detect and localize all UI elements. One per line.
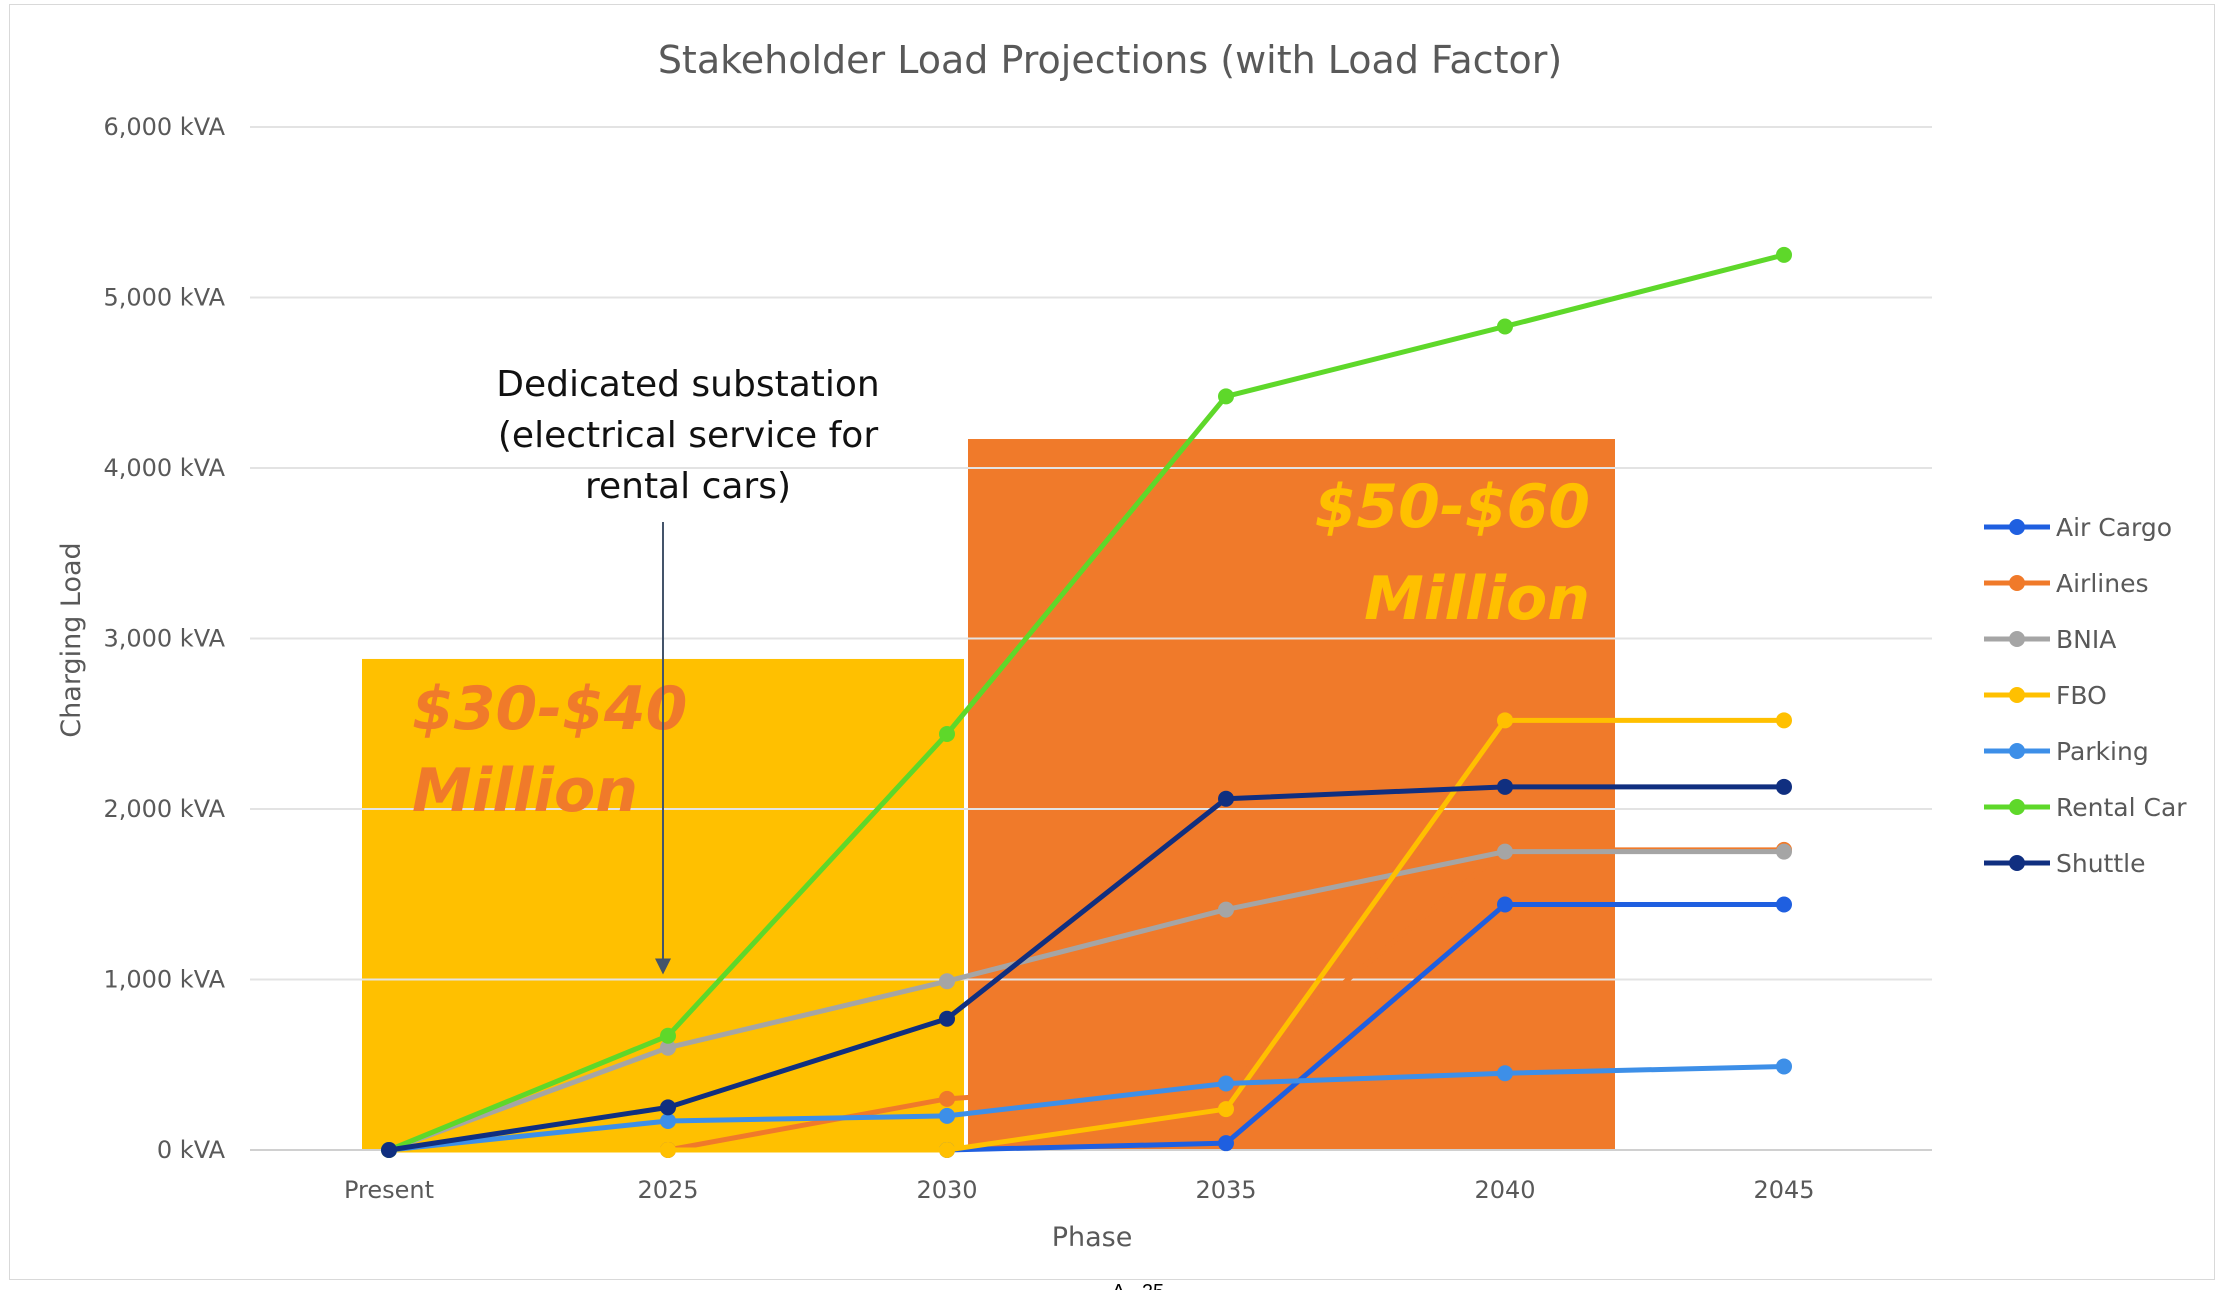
x-tick-label: Present: [344, 1176, 434, 1204]
x-tick-label: 2025: [637, 1176, 698, 1204]
data-point-parking: [660, 1113, 676, 1130]
legend-item-shuttle: Shuttle: [1984, 849, 2146, 878]
annotation-arrow-head: [655, 958, 671, 975]
substation-annotation: Dedicated substation (electrical service …: [496, 364, 880, 975]
data-point-bnia: [1218, 901, 1234, 918]
legend-item-rental-car: Rental Car: [1984, 793, 2187, 822]
data-point-fbo: [660, 1142, 676, 1158]
page-footer: A - 25: [1112, 1281, 1164, 1290]
legend-item-air-cargo: Air Cargo: [1984, 513, 2172, 542]
legend-item-parking: Parking: [1984, 737, 2149, 766]
annotation-text-line-2: (electrical service for: [498, 415, 878, 456]
series-line-bnia: [386, 849, 1787, 1153]
data-point-parking: [1776, 1058, 1792, 1075]
legend-item-bnia: BNIA: [1984, 625, 2116, 654]
x-axis: Present 2025 2030 2035 2040 2045: [344, 1176, 1815, 1204]
legend-marker-rental-car: [2009, 799, 2025, 815]
series-rental-car: [381, 246, 1792, 1158]
x-tick-label: 2045: [1753, 1176, 1814, 1204]
series-line-rental-car: [386, 252, 1787, 1153]
legend-marker-bnia: [2009, 631, 2025, 647]
x-tick-label: 2035: [1195, 1176, 1256, 1204]
gridlines: [250, 126, 1932, 1151]
y-tick-label: 3,000 kVA: [103, 625, 225, 653]
series-line-fbo: [386, 717, 1787, 1153]
cost-band-2-label-line-2: Million: [1364, 564, 1590, 634]
series-line-shuttle: [386, 784, 1787, 1153]
data-point-air-cargo: [1497, 896, 1513, 913]
y-tick-label: 0 kVA: [157, 1136, 226, 1164]
y-axis-title: Charging Load: [56, 542, 87, 737]
y-axis: 0 kVA 1,000 kVA 2,000 kVA 3,000 kVA 4,000 kV…: [103, 113, 225, 1164]
legend-marker-air-cargo: [2009, 519, 2025, 535]
chart-title: Stakeholder Load Projections (with Load …: [658, 38, 1562, 82]
data-point-shuttle: [381, 1142, 397, 1158]
legend-label-fbo: FBO: [2056, 681, 2107, 710]
legend-marker-fbo: [2009, 687, 2025, 703]
x-axis-title: Phase: [1052, 1222, 1133, 1253]
y-tick-label: 5,000 kVA: [103, 284, 225, 312]
data-point-bnia: [660, 1039, 676, 1056]
data-point-shuttle: [939, 1010, 955, 1027]
data-point-bnia: [1776, 843, 1792, 860]
data-point-rental-car: [1218, 388, 1234, 405]
cost-band-1-label-line-2: Million: [412, 756, 638, 826]
data-point-parking: [939, 1107, 955, 1124]
x-tick-label: 2040: [1474, 1176, 1535, 1204]
x-tick-label: 2030: [916, 1176, 977, 1204]
data-point-rental-car: [660, 1027, 676, 1044]
legend: Air Cargo Airlines BNIA FBO Parking Rental Ca…: [1984, 513, 2187, 878]
y-tick-label: 4,000 kVA: [103, 454, 225, 482]
legend-label-parking: Parking: [2056, 737, 2149, 766]
data-point-rental-car: [939, 725, 955, 742]
band-labels: $30-$40 Million $50-$60 Million: [412, 472, 1590, 826]
data-point-fbo: [1218, 1101, 1234, 1118]
data-point-airlines: [939, 1090, 955, 1107]
data-point-rental-car: [1776, 246, 1792, 263]
legend-item-airlines: Airlines: [1984, 569, 2148, 598]
annotation-text-line-1: Dedicated substation: [496, 364, 879, 405]
series-shuttle: [381, 778, 1792, 1158]
annotation-text-line-3: rental cars): [585, 466, 791, 507]
data-point-parking: [1497, 1065, 1513, 1082]
cost-band-1-label-line-1: $30-$40: [412, 674, 687, 744]
legend-label-airlines: Airlines: [2056, 569, 2148, 598]
data-point-fbo: [1776, 712, 1792, 729]
data-point-bnia: [1497, 843, 1513, 860]
data-point-parking: [1218, 1075, 1234, 1092]
legend-label-air-cargo: Air Cargo: [2056, 513, 2172, 542]
data-point-air-cargo: [1776, 896, 1792, 913]
data-point-shuttle: [1218, 790, 1234, 807]
legend-label-bnia: BNIA: [2056, 625, 2116, 654]
legend-marker-airlines: [2009, 575, 2025, 591]
legend-label-shuttle: Shuttle: [2056, 849, 2146, 878]
data-point-shuttle: [660, 1099, 676, 1116]
data-point-fbo: [1497, 712, 1513, 729]
y-tick-label: 1,000 kVA: [103, 966, 225, 994]
legend-label-rental-car: Rental Car: [2056, 793, 2187, 822]
data-point-rental-car: [1497, 318, 1513, 335]
data-point-bnia: [939, 973, 955, 990]
series-lines: [381, 246, 1792, 1158]
series-bnia: [381, 843, 1792, 1158]
legend-item-fbo: FBO: [1984, 681, 2107, 710]
y-tick-label: 6,000 kVA: [103, 113, 225, 141]
y-tick-label: 2,000 kVA: [103, 795, 225, 823]
data-point-fbo: [939, 1142, 955, 1158]
cost-band-2-label-line-1: $50-$60: [1315, 472, 1590, 542]
data-point-shuttle: [1497, 778, 1513, 795]
series-line-parking: [386, 1063, 1787, 1153]
data-point-shuttle: [1776, 778, 1792, 795]
data-point-air-cargo: [1218, 1135, 1234, 1152]
legend-marker-shuttle: [2009, 855, 2025, 871]
legend-marker-parking: [2009, 743, 2025, 759]
